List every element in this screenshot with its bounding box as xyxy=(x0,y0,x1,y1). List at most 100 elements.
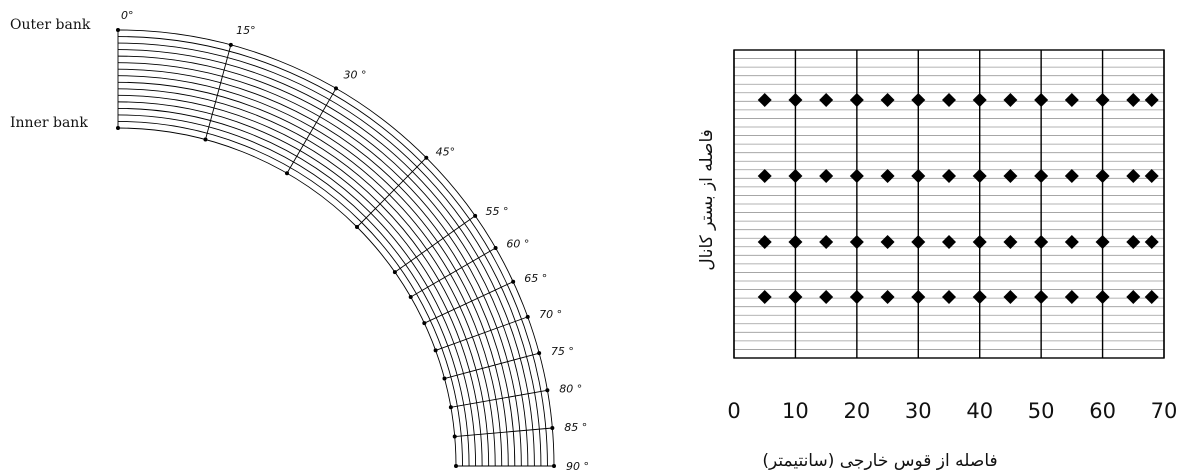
measurement-point xyxy=(1095,93,1110,107)
measurement-point xyxy=(757,290,772,304)
section-dot xyxy=(355,224,360,229)
measurement-point xyxy=(757,169,772,183)
section-dot xyxy=(552,464,556,468)
angle-label: 60 ° xyxy=(506,238,529,251)
angle-labels: 0° 15° 30 ° 45° 55 ° 60 ° 65 ° 70 ° 75 ° 80 ° 85 °… xyxy=(121,9,589,473)
x-tick-label: 10 xyxy=(782,399,809,423)
measurement-point xyxy=(849,93,864,107)
section-dot xyxy=(545,388,550,393)
angle-label: 15° xyxy=(236,24,256,37)
measurement-point xyxy=(819,235,834,249)
x-axis-title: فاصله از قوس خارجی (سانتیمتر) xyxy=(762,451,997,471)
measurement-point xyxy=(1034,93,1049,107)
measurement-point xyxy=(757,93,772,107)
x-tick-label: 40 xyxy=(966,399,993,423)
section-dot xyxy=(285,171,289,176)
measurement-point xyxy=(849,169,864,183)
measurement-point xyxy=(819,169,834,183)
measurement-point xyxy=(1003,169,1018,183)
plot-frame xyxy=(733,49,1165,359)
measurement-point xyxy=(849,235,864,249)
measurement-point xyxy=(1126,290,1141,304)
measurement-point xyxy=(788,235,803,249)
measurement-point xyxy=(1034,235,1049,249)
measurement-point xyxy=(1126,93,1141,107)
section-dot xyxy=(452,434,457,439)
measurement-point xyxy=(911,235,926,249)
section-dot xyxy=(422,321,427,326)
x-tick-label: 20 xyxy=(843,399,870,423)
y-axis-title: فاصله از بستر کانال xyxy=(697,129,717,271)
angle-label: 65 ° xyxy=(524,272,547,285)
measurement-point xyxy=(880,290,895,304)
angle-label: 55 ° xyxy=(486,205,509,218)
measurement-point xyxy=(1064,169,1079,183)
horizontal-grid-lines xyxy=(734,58,1164,350)
channel-arc-line xyxy=(117,94,490,467)
measurement-point xyxy=(1003,235,1018,249)
measurement-point xyxy=(1144,290,1159,304)
measurement-point xyxy=(1064,235,1079,249)
section-dot xyxy=(550,426,555,431)
measurement-grid-plot: 0 10 20 30 40 50 60 70 فاصله از قوس خارجی (سانت… xyxy=(697,49,1177,471)
measurement-point xyxy=(1126,235,1141,249)
measurement-point xyxy=(1095,169,1110,183)
measurement-point xyxy=(1126,169,1141,183)
channel-arc-line xyxy=(117,81,503,467)
measurement-point xyxy=(880,169,895,183)
section-dot xyxy=(454,464,458,468)
measurement-point xyxy=(1003,290,1018,304)
measurement-point xyxy=(972,235,987,249)
measurement-point xyxy=(788,93,803,107)
section-dot xyxy=(537,351,542,356)
measurement-point xyxy=(972,169,987,183)
section-dot xyxy=(525,314,530,319)
measurement-point xyxy=(1064,290,1079,304)
measurement-point xyxy=(819,93,834,107)
angle-label: 75 ° xyxy=(551,345,574,358)
cross-section-line xyxy=(444,352,540,379)
measurement-point xyxy=(911,169,926,183)
section-dot xyxy=(511,279,516,284)
cross-section-line xyxy=(424,281,514,324)
measurement-point xyxy=(788,169,803,183)
section-dot xyxy=(473,213,478,218)
cross-section-line xyxy=(410,247,496,298)
section-dot xyxy=(448,405,453,410)
cross-section-line xyxy=(286,88,337,174)
measurement-points xyxy=(757,93,1159,304)
x-tick-label: 30 xyxy=(905,399,932,423)
measurement-point xyxy=(757,235,772,249)
cross-section-line xyxy=(394,215,476,273)
cross-section-line xyxy=(205,44,232,140)
angle-label: 70 ° xyxy=(539,308,562,321)
measurement-point xyxy=(972,290,987,304)
angle-label: 85 ° xyxy=(564,421,587,434)
section-dot xyxy=(493,246,498,250)
measurement-point xyxy=(788,290,803,304)
outer-bank-label: Outer bank xyxy=(10,17,91,33)
x-tick-labels: 0 10 20 30 40 50 60 70 xyxy=(727,399,1177,423)
x-tick-label: 50 xyxy=(1028,399,1055,423)
section-dot xyxy=(442,376,447,381)
measurement-point xyxy=(942,235,956,249)
measurement-point xyxy=(942,93,956,107)
angle-label: 45° xyxy=(436,145,456,158)
section-dot xyxy=(334,86,338,91)
cross-section-line xyxy=(450,389,548,408)
measurement-point xyxy=(1095,235,1110,249)
measurement-point xyxy=(1144,235,1159,249)
inner-bank-label: Inner bank xyxy=(10,115,88,131)
cross-section-line xyxy=(454,427,553,437)
section-dot xyxy=(424,155,429,160)
section-dot xyxy=(228,42,233,47)
measurement-point xyxy=(880,235,895,249)
section-dot xyxy=(116,28,120,32)
measurement-point xyxy=(1144,93,1159,107)
angle-label: 90 ° xyxy=(566,460,589,473)
x-tick-label: 0 xyxy=(727,399,740,423)
measurement-point xyxy=(911,290,926,304)
section-dot xyxy=(392,270,397,275)
cross-section-line xyxy=(356,157,427,228)
